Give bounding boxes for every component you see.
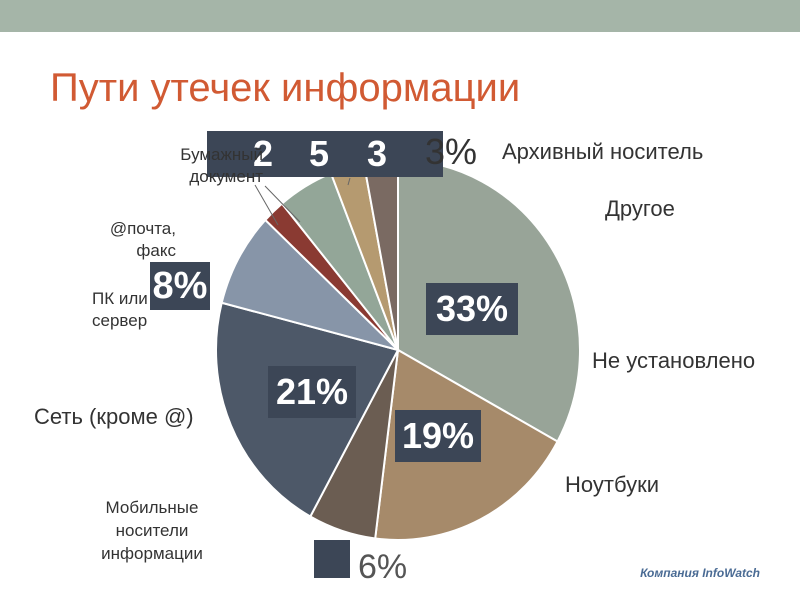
data-label-unknown: 33% — [426, 283, 518, 335]
data-label-pc: 8% — [150, 262, 210, 310]
label-mobile-line3: информации — [101, 544, 203, 563]
label-mail-line1: @почта, — [109, 219, 176, 238]
label-paper-line1: Бумажный — [180, 145, 263, 164]
leader-line-mail — [264, 185, 301, 223]
label-pc: ПК или сервер — [92, 288, 172, 332]
data-label-mobile: 6% — [358, 548, 408, 586]
leader-line-top — [347, 177, 351, 186]
data-label-mobile-box — [314, 540, 350, 578]
label-paper-line2: документ — [189, 167, 263, 186]
data-label-box-top: 2 5 3 — [207, 131, 443, 177]
label-paper: Бумажный документ — [158, 144, 263, 188]
pie-slice-4 — [220, 218, 402, 352]
label-other: Другое — [605, 196, 675, 221]
label-mobile-line2: носители — [115, 521, 189, 540]
leader-line-paper — [254, 184, 279, 226]
label-archive: Архивный носитель — [502, 139, 704, 164]
data-label-laptops: 19% — [395, 410, 481, 462]
top-bar — [0, 0, 800, 32]
data-label-top-2: 5 — [309, 133, 330, 174]
label-laptops: Ноутбуки — [565, 472, 659, 497]
label-pc-line1: ПК или — [92, 289, 148, 308]
label-network: Сеть (кроме @) — [34, 404, 194, 429]
label-mobile-line1: Мобильные — [105, 498, 199, 517]
data-label-top-3: 3 — [367, 133, 388, 174]
data-label-top-1: 2 — [253, 133, 274, 174]
slide-title: Пути утечек информации — [50, 66, 521, 110]
data-label-network: 21% — [268, 366, 356, 418]
data-label-top-right: 3% — [425, 131, 478, 172]
label-pc-line2: сервер — [92, 311, 148, 330]
label-unknown: Не установлено — [592, 348, 756, 373]
label-mail-line2: факс — [136, 241, 176, 260]
label-mail: @почта, факс — [76, 218, 176, 262]
footer-company: Компания InfoWatch — [640, 566, 760, 580]
label-mobile: Мобильные носители информации — [82, 496, 222, 565]
